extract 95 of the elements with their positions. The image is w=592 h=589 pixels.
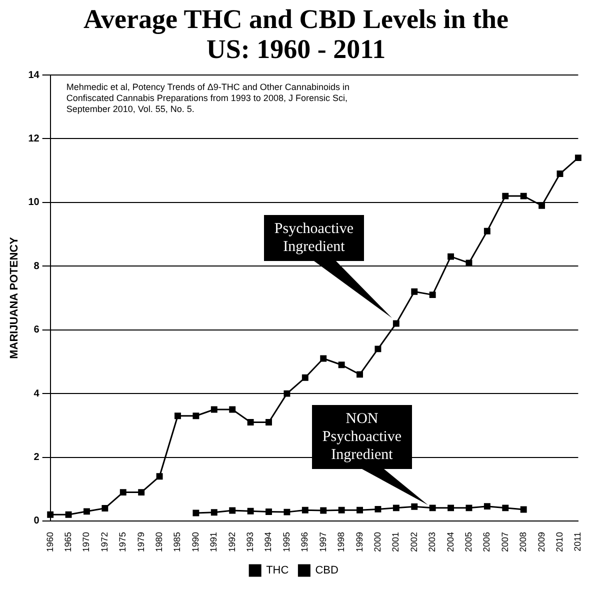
point (392, 320, 400, 327)
point (429, 504, 436, 512)
point (247, 508, 254, 514)
point (520, 506, 527, 513)
point (338, 506, 345, 514)
point (174, 412, 181, 420)
point (392, 504, 400, 512)
point (229, 406, 236, 413)
point (84, 508, 90, 515)
point (356, 371, 363, 378)
x-tick-label: 1970 (81, 532, 92, 552)
annotation: Mehmedic et al, Potency Trends of Δ9-THC and Other Cannabinoids in Confiscated Cannabis Preparations from 1993 to 2008, J Forensic Sci, September 2010, Vol. 55, No. 5. (66, 82, 350, 114)
point (120, 489, 126, 496)
x-tick-label: 2008 (518, 532, 528, 552)
point (466, 260, 472, 266)
point (356, 506, 363, 514)
point (229, 507, 236, 514)
point (284, 508, 290, 516)
point (302, 374, 308, 381)
x-tick-label: 2002 (408, 532, 419, 552)
point (192, 510, 200, 516)
x-tick-label: 1995 (281, 532, 292, 552)
x-tick-label: 1996 (300, 532, 310, 552)
y-tick-label: 10 (28, 197, 40, 208)
legend-label: CBD (315, 564, 338, 577)
point (466, 504, 472, 512)
x-tick-label: 2004 (445, 532, 456, 552)
point (338, 362, 345, 368)
x-tick-label: 2005 (463, 532, 474, 552)
point (266, 508, 272, 515)
x-tick-label: 1994 (263, 532, 274, 552)
callout-box: Psychoactive Ingredient (264, 215, 394, 320)
point (574, 154, 582, 162)
point (502, 504, 509, 512)
x-tick-label: 2006 (482, 532, 492, 552)
point (102, 505, 108, 512)
x-tick-label: 2000 (372, 532, 382, 552)
point (448, 253, 454, 260)
x-tick-label: 1999 (354, 532, 364, 552)
point (210, 406, 218, 413)
x-tick-label: 1975 (118, 532, 128, 552)
point (192, 412, 200, 420)
point (484, 503, 490, 510)
point (411, 503, 418, 510)
x-tick-label: 1979 (136, 532, 146, 552)
point (65, 511, 72, 518)
x-tick-label: 1993 (245, 532, 256, 552)
point (484, 228, 490, 234)
x-tick-label: 1960 (44, 532, 55, 552)
x-tick-label: 1991 (208, 532, 219, 552)
point (429, 292, 436, 298)
x-tick-label: 1992 (226, 532, 237, 552)
point (448, 504, 454, 512)
chart-title: Average THC and CBD Levels in the US: 1960 - 2011 (82, 3, 510, 66)
x-tick-label: 1990 (190, 532, 200, 552)
x-tick-label: 1997 (318, 532, 328, 552)
x-tick-label: 1985 (172, 532, 182, 552)
x-tick-label: 2001 (390, 532, 401, 552)
point (138, 489, 145, 496)
point (320, 355, 327, 362)
point (556, 170, 564, 177)
annotation: NON Psychoactive Ingredient (312, 405, 412, 469)
x-tick-label: 2003 (427, 532, 438, 552)
point (156, 473, 163, 480)
x-tick-label: 2011 (572, 532, 583, 552)
x-tick-label: 1965 (63, 532, 74, 552)
x-tick-label: 1980 (154, 532, 164, 552)
y-tick-label: 0 (34, 516, 40, 527)
legend-label: THC (266, 564, 289, 577)
point (247, 419, 254, 426)
y-tick-label: 12 (28, 133, 40, 144)
x-tick-label: 2010 (554, 532, 564, 552)
point (320, 507, 327, 514)
point (538, 202, 546, 209)
annotation: Psychoactive Ingredient (264, 215, 364, 261)
x-tick-label: 1998 (336, 532, 346, 552)
point (210, 509, 218, 516)
point (374, 506, 382, 512)
y-tick-label: 8 (34, 260, 40, 272)
point (47, 511, 54, 518)
y-tick-label: 14 (28, 70, 40, 81)
point (502, 192, 509, 200)
point (266, 419, 272, 426)
y-tick-label: 4 (34, 388, 40, 400)
point (302, 506, 308, 514)
x-tick-label: 1972 (99, 532, 110, 552)
y-axis-title: MARIJUANA POTENCY (8, 236, 21, 359)
point (411, 288, 418, 295)
point (284, 390, 290, 397)
point (520, 192, 527, 200)
point (374, 346, 382, 352)
x-tick-label: 2009 (536, 532, 546, 552)
y-tick-label: 6 (34, 324, 40, 336)
x-tick-label: 2007 (500, 532, 510, 552)
y-tick-label: 2 (34, 452, 40, 464)
